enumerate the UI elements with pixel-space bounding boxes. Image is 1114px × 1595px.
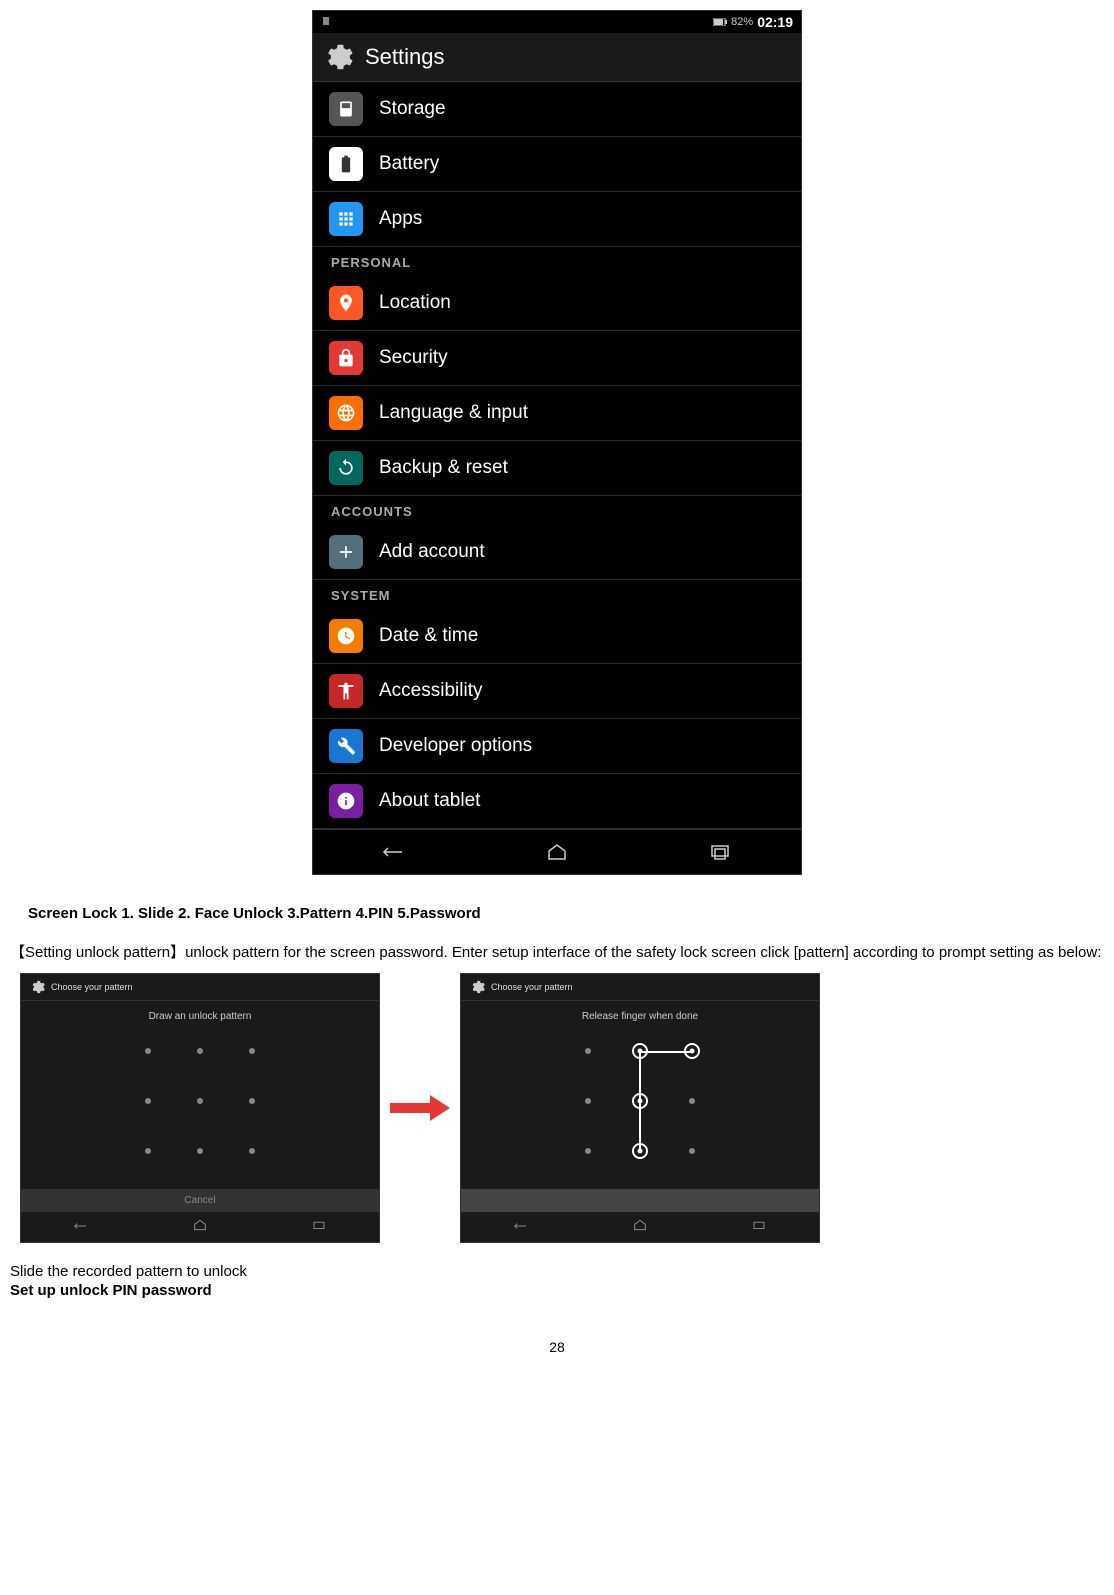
small-gear-icon-2 (471, 980, 485, 994)
bottom-line-1: Slide the recorded pattern to unlock (10, 1263, 1104, 1280)
section-system: SYSTEM (313, 580, 801, 609)
datetime-label: Date & time (379, 625, 478, 647)
recent-icon[interactable] (700, 842, 740, 862)
bottom-line-2: Set up unlock PIN password (10, 1282, 1104, 1299)
pattern2-header-text: Choose your pattern (491, 982, 573, 992)
accessibility-label: Accessibility (379, 680, 482, 702)
backup-icon (329, 451, 363, 485)
sim-icon (321, 15, 331, 29)
settings-item-accessibility[interactable]: Accessibility (313, 664, 801, 719)
pattern2-nav (461, 1212, 819, 1242)
add-icon (329, 535, 363, 569)
small-gear-icon (31, 980, 45, 994)
security-label: Security (379, 347, 448, 369)
pattern2-bottom-bar (461, 1189, 819, 1212)
back-icon[interactable] (374, 842, 414, 862)
settings-item-language[interactable]: Language & input (313, 386, 801, 441)
settings-header: Settings (313, 33, 801, 82)
pattern1-instruction: Draw an unlock pattern (21, 1001, 379, 1028)
p2-back-icon[interactable] (513, 1218, 529, 1236)
settings-item-location[interactable]: Location (313, 276, 801, 331)
settings-title: Settings (365, 44, 445, 70)
page-number: 28 (10, 1339, 1104, 1355)
battery-percent: 82% (731, 16, 753, 28)
language-label: Language & input (379, 402, 528, 424)
settings-item-security[interactable]: Security (313, 331, 801, 386)
settings-item-developer[interactable]: Developer options (313, 719, 801, 774)
pattern1-header-text: Choose your pattern (51, 982, 133, 992)
gear-icon (325, 43, 353, 71)
settings-list: Storage Battery Apps PERSONAL (313, 82, 801, 829)
storage-label: Storage (379, 98, 446, 120)
doc-heading: Screen Lock 1. Slide 2. Face Unlock 3.Pa… (28, 905, 1104, 922)
status-bar: 82% 02:19 (313, 11, 801, 33)
apps-label: Apps (379, 208, 422, 230)
language-icon (329, 396, 363, 430)
security-icon (329, 341, 363, 375)
status-time: 02:19 (757, 14, 793, 30)
accessibility-icon (329, 674, 363, 708)
apps-icon (329, 202, 363, 236)
settings-item-about[interactable]: About tablet (313, 774, 801, 829)
p2-recent-icon[interactable] (751, 1218, 767, 1236)
pattern-screenshot-2: Choose your pattern Release finger when … (460, 973, 820, 1243)
pattern1-nav (21, 1212, 379, 1242)
datetime-icon (329, 619, 363, 653)
battery-icon (713, 15, 727, 29)
storage-icon (329, 92, 363, 126)
settings-item-battery[interactable]: Battery (313, 137, 801, 192)
pattern1-grid[interactable] (125, 1038, 275, 1168)
section-personal: PERSONAL (313, 247, 801, 276)
section-accounts: ACCOUNTS (313, 496, 801, 525)
settings-item-add-account[interactable]: Add account (313, 525, 801, 580)
p2-home-icon[interactable] (632, 1218, 648, 1236)
about-icon (329, 784, 363, 818)
developer-icon (329, 729, 363, 763)
location-icon (329, 286, 363, 320)
pattern1-cancel[interactable]: Cancel (21, 1189, 379, 1212)
pattern2-grid[interactable] (565, 1038, 715, 1168)
nav-bar (313, 829, 801, 874)
about-label: About tablet (379, 790, 480, 812)
settings-item-backup[interactable]: Backup & reset (313, 441, 801, 496)
p1-back-icon[interactable] (73, 1218, 89, 1236)
p1-home-icon[interactable] (192, 1218, 208, 1236)
battery-label: Battery (379, 153, 439, 175)
developer-label: Developer options (379, 735, 532, 757)
settings-item-apps[interactable]: Apps (313, 192, 801, 247)
p1-recent-icon[interactable] (311, 1218, 327, 1236)
battery-item-icon (329, 147, 363, 181)
pattern2-header: Choose your pattern (461, 974, 819, 1001)
pattern1-header: Choose your pattern (21, 974, 379, 1001)
add-account-label: Add account (379, 541, 485, 563)
settings-item-storage[interactable]: Storage (313, 82, 801, 137)
location-label: Location (379, 292, 451, 314)
pattern-screenshot-1: Choose your pattern Draw an unlock patte… (20, 973, 380, 1243)
settings-screenshot: 82% 02:19 Settings Storage (312, 10, 802, 875)
doc-paragraph: 【Setting unlock pattern】unlock pattern f… (10, 942, 1104, 963)
pattern-row: Choose your pattern Draw an unlock patte… (20, 973, 1104, 1243)
red-arrow-icon (390, 1093, 450, 1123)
settings-item-datetime[interactable]: Date & time (313, 609, 801, 664)
pattern2-instruction: Release finger when done (461, 1001, 819, 1028)
home-icon[interactable] (537, 842, 577, 862)
backup-label: Backup & reset (379, 457, 508, 479)
